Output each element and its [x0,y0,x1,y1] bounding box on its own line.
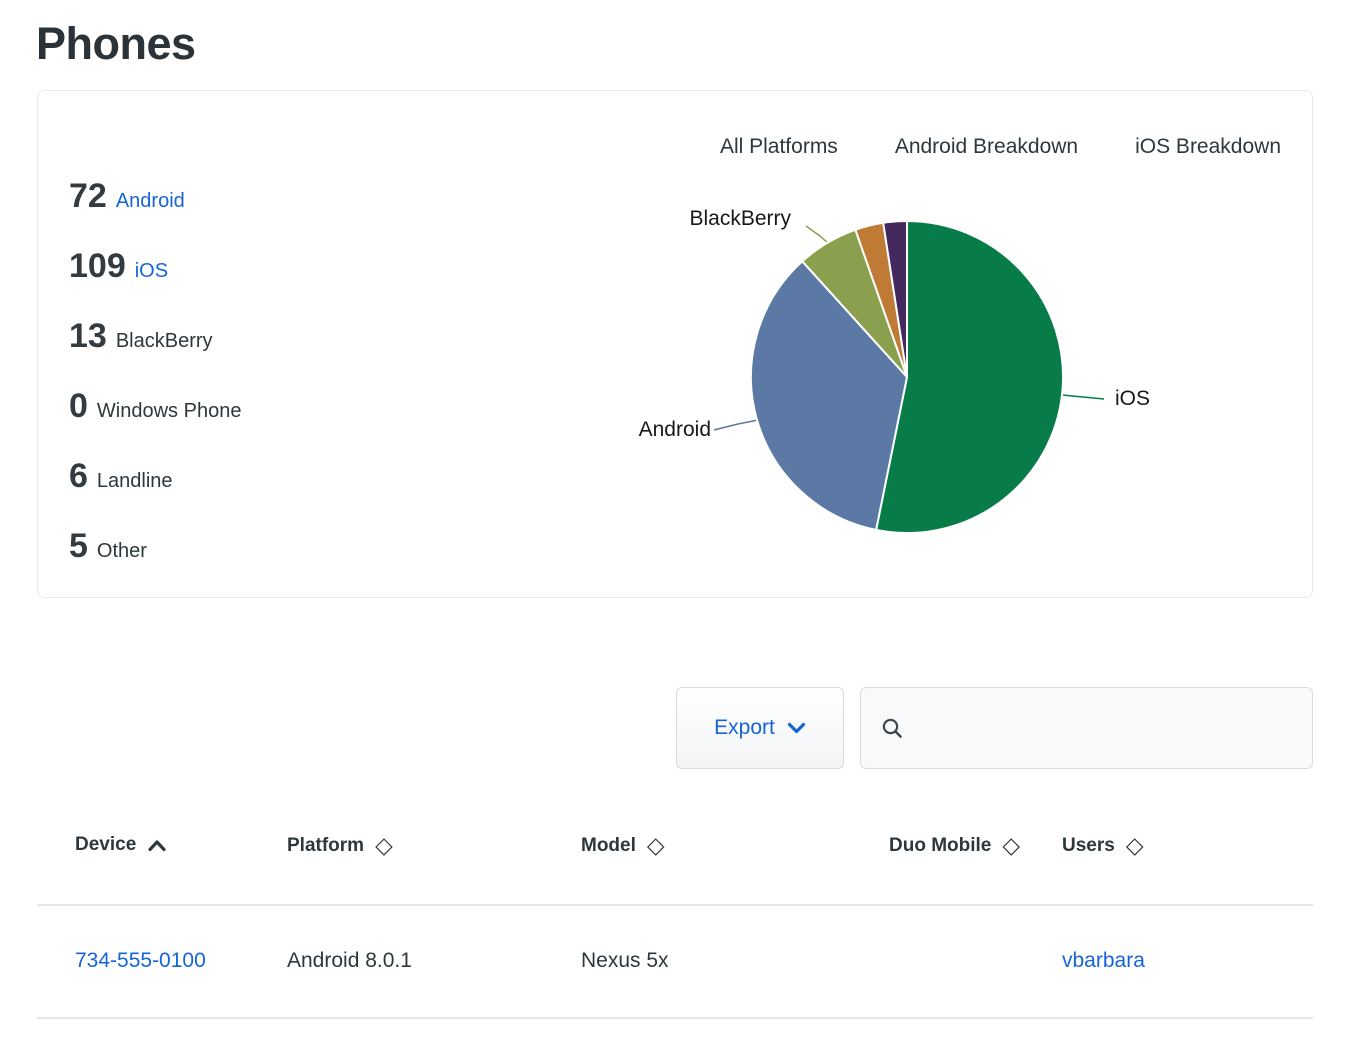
pie-chart [713,219,1105,534]
pie-label-ios: iOS [1115,387,1151,410]
stat-other-count: 5 [69,527,88,565]
stat-windows-phone-label: Windows Phone [96,400,242,422]
diamond-outline-icon: ◇ [375,832,393,858]
stat-other-label: Other [96,540,147,562]
device-link[interactable]: 734-555-0100 [75,949,206,972]
table-row-platform-cell: Android 8.0.1 [287,949,412,972]
table-header-divider [37,904,1313,906]
tab-ios-breakdown[interactable]: iOS Breakdown [1135,135,1281,158]
user-link[interactable]: vbarbara [1062,949,1145,972]
chevron-up-icon [148,839,166,851]
column-header-users-label: Users [1062,834,1115,856]
stat-landline: 6 Landline [69,457,241,527]
stat-ios: 109 iOS [69,247,241,317]
platforms-summary-card: All Platforms Android Breakdown iOS Brea… [37,90,1313,598]
chart-view-tabs: All Platforms Android Breakdown iOS Brea… [720,135,1281,159]
table-row-users-cell: vbarbara [1062,949,1145,973]
platform-stats-list: 72 Android 109 iOS 13 BlackBerry 0 Windo… [69,177,241,597]
pie-slice-android[interactable] [749,259,909,532]
stat-blackberry: 13 BlackBerry [69,317,241,387]
stat-blackberry-count: 13 [69,317,107,355]
table-row-model-cell: Nexus 5x [581,949,669,972]
pie-label-blackberry: BlackBerry [689,207,791,230]
tab-all-platforms[interactable]: All Platforms [719,135,838,158]
table-row-device-cell: 734-555-0100 [75,949,206,973]
stat-windows-phone: 0 Windows Phone [69,387,241,457]
diamond-outline-icon: ◇ [646,832,665,858]
page-title: Phones [36,18,196,69]
export-button-label: Export [714,716,775,739]
stat-other: 5 Other [69,527,241,597]
stat-android-count: 72 [69,177,107,215]
column-header-duo-mobile[interactable]: Duo Mobile ◇ [889,834,1020,857]
stat-android-link[interactable]: Android [115,190,185,212]
stat-blackberry-label: BlackBerry [115,330,213,352]
pie-label-android: Android [638,418,711,441]
stat-ios-count: 109 [69,247,126,285]
chevron-down-icon [787,722,805,733]
search-input[interactable] [916,716,1292,740]
column-header-platform[interactable]: Platform ◇ [287,834,393,857]
pie-leader-android [713,419,759,431]
pie-slices [749,219,1065,534]
search-box[interactable] [860,687,1313,769]
column-header-device[interactable]: Device [75,834,167,856]
column-header-model-label: Model [581,834,636,856]
column-header-users[interactable]: Users ◇ [1062,834,1144,857]
diamond-outline-icon: ◇ [1125,832,1144,858]
stat-windows-phone-count: 0 [69,387,88,425]
search-icon [882,718,902,738]
stat-ios-link[interactable]: iOS [134,260,169,282]
stat-landline-label: Landline [96,470,173,492]
stat-android: 72 Android [69,177,241,247]
pie-slice-other[interactable] [882,219,908,378]
export-button[interactable]: Export [676,687,844,769]
pie-slice-ios[interactable] [874,219,1065,534]
tab-android-breakdown[interactable]: Android Breakdown [894,135,1079,158]
stat-landline-count: 6 [69,457,88,495]
column-header-model[interactable]: Model ◇ [581,834,665,857]
column-header-duo-mobile-label: Duo Mobile [889,834,992,856]
diamond-outline-icon: ◇ [1002,832,1021,858]
table-row-divider [37,1017,1313,1019]
column-header-device-label: Device [75,834,137,855]
pie-leader-ios [1061,394,1105,400]
column-header-platform-label: Platform [287,834,365,856]
